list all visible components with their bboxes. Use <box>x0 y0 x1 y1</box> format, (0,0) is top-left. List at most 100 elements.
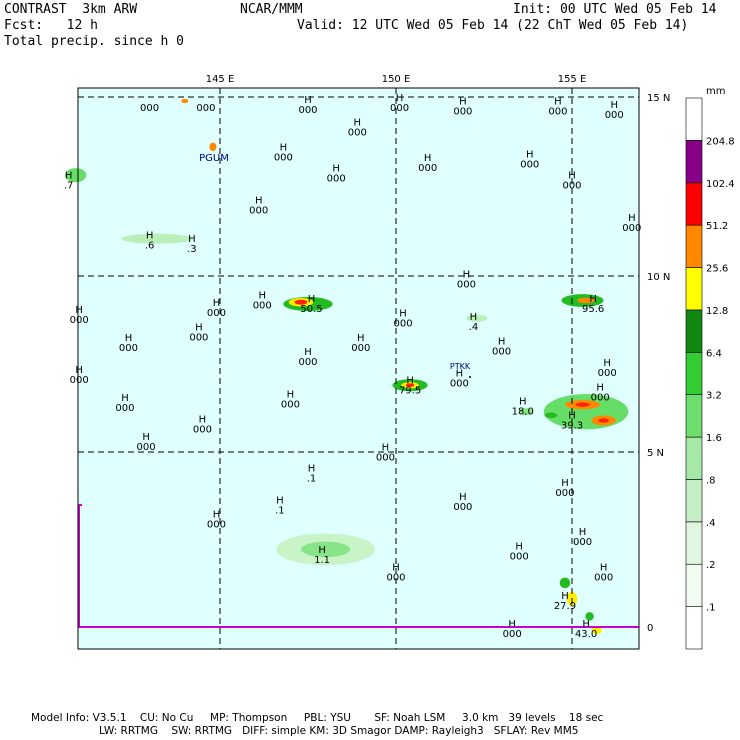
pressure-center-value: 000 <box>274 152 293 163</box>
legend-level-label: 1.6 <box>706 433 722 444</box>
precip-maximum-symbol: H <box>582 619 590 630</box>
legend-swatch <box>685 563 703 607</box>
pressure-center-value: 000 <box>193 424 212 435</box>
pressure-center-symbol: H <box>121 393 129 404</box>
pressure-center-symbol: H <box>332 164 340 175</box>
pressure-center-value: 000 <box>548 107 567 118</box>
pressure-center-value: 000 <box>591 392 610 403</box>
pressure-center-value: 000 <box>207 308 226 319</box>
pressure-center-value: 000 <box>453 107 472 118</box>
precip-area <box>405 383 415 387</box>
longitude-label: 150 E <box>382 74 411 85</box>
organization: NCAR/MMM <box>240 2 303 17</box>
station-label: PGUM <box>199 153 229 164</box>
pressure-center-value: 000 <box>605 110 624 121</box>
pressure-center-symbol: H <box>459 97 467 108</box>
pressure-center-symbol: H <box>554 97 562 108</box>
precip-maximum-symbol: H <box>308 294 316 305</box>
precip-maximum-value: .7 <box>64 181 74 192</box>
precip-area <box>121 233 192 244</box>
precip-area <box>209 142 217 152</box>
pressure-center-symbol: H <box>596 382 604 393</box>
pressure-center-value: 000 <box>140 103 159 114</box>
pressure-center-value: 000 <box>503 629 522 640</box>
legend-swatch <box>685 267 703 311</box>
legend-level-label: 51.2 <box>706 221 728 232</box>
pressure-center-symbol: H <box>199 414 207 425</box>
pressure-center-symbol: H <box>424 153 432 164</box>
longitude-label: 145 E <box>206 74 235 85</box>
precip-maximum-symbol: H <box>589 294 597 305</box>
precip-maximum-value: 1.1 <box>314 555 330 566</box>
pressure-center-value: 000 <box>376 453 395 464</box>
pressure-center-value: 000 <box>457 280 476 291</box>
pressure-center-symbol: H <box>276 495 284 506</box>
legend-level-label: .8 <box>706 475 716 486</box>
precip-maximum-value: 39.3 <box>561 421 583 432</box>
pressure-center-value: 000 <box>418 163 437 174</box>
precip-area <box>543 394 629 430</box>
pressure-center-value: 000 <box>520 160 539 171</box>
precip-maximum-symbol: H <box>519 397 527 408</box>
pressure-center-symbol: H <box>579 527 587 538</box>
pressure-center-symbol: H <box>258 291 266 302</box>
pressure-center-symbol: H <box>508 619 516 630</box>
pressure-center-symbol: H <box>125 333 133 344</box>
legend-level-label: .1 <box>706 603 716 614</box>
pressure-center-value: 000 <box>598 368 617 379</box>
pressure-center-symbol: H <box>396 93 404 104</box>
pressure-center-symbol: H <box>304 347 312 358</box>
precip-maximum-symbol: H <box>65 171 73 182</box>
precip-area <box>577 297 595 304</box>
pressure-center-value: 000 <box>453 502 472 513</box>
pressure-center-value: 000 <box>386 573 405 584</box>
precip-maximum-symbol: H <box>318 545 326 556</box>
legend-swatch <box>685 436 703 480</box>
latitude-label: 5 N <box>647 448 664 459</box>
legend-level-label: .2 <box>706 560 716 571</box>
precip-area <box>466 314 488 322</box>
pressure-center-value: 000 <box>594 573 613 584</box>
legend-level-label: .4 <box>706 518 716 529</box>
precip-area <box>181 98 189 104</box>
precip-maximum-value: 50.5 <box>300 304 322 315</box>
legend-swatch <box>685 521 703 565</box>
legend-unit: mm <box>706 86 725 97</box>
precip-maximum-symbol: H <box>561 591 569 602</box>
pressure-center-value: 000 <box>70 315 89 326</box>
pressure-center-symbol: H <box>308 464 316 475</box>
precip-maximum-symbol: H <box>406 375 414 386</box>
field-name: Total precip. since h 0 <box>4 34 185 49</box>
pressure-center-symbol: H <box>382 443 390 454</box>
pressure-center-value: 000 <box>393 318 412 329</box>
pressure-center-symbol: H <box>357 333 365 344</box>
legend-level-label: 102.4 <box>706 179 735 190</box>
legend-swatch <box>685 309 703 353</box>
pressure-center-symbol: H <box>142 432 150 443</box>
precip-maximum-value: .3 <box>187 244 197 255</box>
legend-swatch <box>685 394 703 438</box>
pressure-center-symbol: H <box>304 95 312 106</box>
precip-maximum-value: 43.0 <box>575 629 597 640</box>
pressure-center-value: 000 <box>348 128 367 139</box>
legend-level-label: 12.8 <box>706 306 728 317</box>
latitude-label: 15 N <box>647 93 670 104</box>
precip-maximum-value: 27.9 <box>554 601 576 612</box>
pressure-center-value: 000 <box>327 174 346 185</box>
pressure-center-symbol: H <box>459 492 467 503</box>
pressure-center-value: 000 <box>298 357 317 368</box>
station-marker <box>469 376 471 378</box>
precip-maximum-symbol: H <box>470 312 478 323</box>
pressure-center-value: 000 <box>207 520 226 531</box>
pressure-center-symbol: H <box>392 563 400 574</box>
pressure-center-symbol: H <box>213 510 221 521</box>
pressure-center-value: 000 <box>390 103 409 114</box>
ocean-background <box>78 88 639 649</box>
station-label: PTKK <box>450 362 471 371</box>
valid-time: Valid: 12 UTC Wed 05 Feb 14 (22 ChT Wed … <box>297 18 689 33</box>
legend-level-label: 6.4 <box>706 348 722 359</box>
legend-level-label: 204.8 <box>706 136 735 147</box>
legend-swatch <box>685 97 703 141</box>
model-info-line2: LW: RRTMG SW: RRTMG DIFF: simple KM: 3D … <box>99 725 579 737</box>
